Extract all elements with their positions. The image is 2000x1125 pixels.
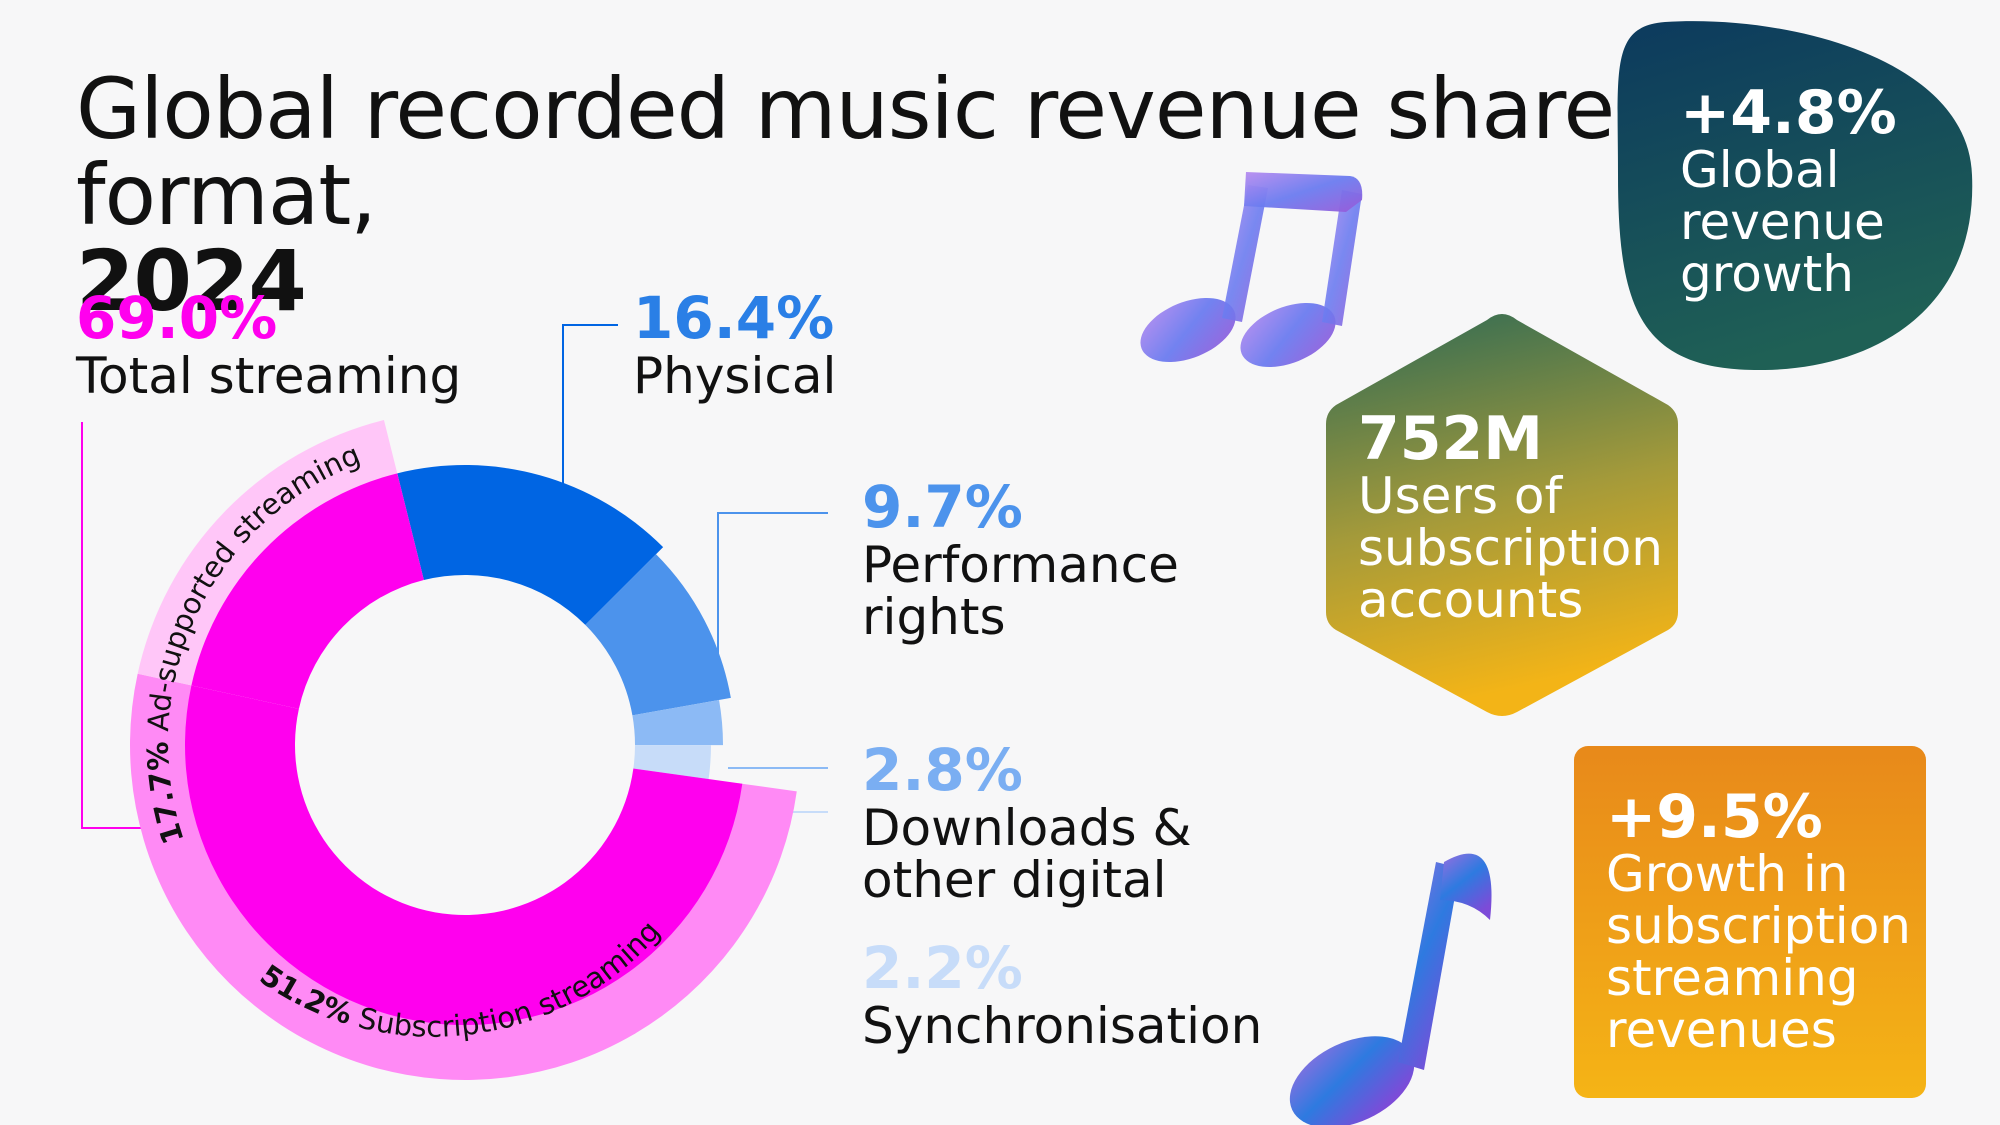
double-music-note-icon (1140, 172, 1363, 368)
label-sync: 2.2% Synchronisation (862, 936, 1262, 1052)
subs-box (1574, 746, 1926, 1098)
downloads-pct: 2.8% (862, 736, 1023, 804)
slice-ad-supported-streaming (191, 473, 424, 709)
subs-line-1: Growth in (1606, 845, 1849, 903)
stat-growth: +4.8% Global revenue growth (1680, 82, 1897, 300)
subs-line-3: streaming (1606, 949, 1859, 1007)
donut-slices (129, 419, 797, 1081)
downloads-name-2: other digital (862, 851, 1167, 909)
subs-value: +9.5% (1606, 782, 1823, 852)
stat-users: 752M Users of subscription accounts (1358, 408, 1663, 626)
growth-line-2: revenue (1680, 193, 1885, 251)
slice-band-subscription-streaming (129, 673, 797, 1081)
label-performance: 9.7% Performance rights (862, 475, 1179, 643)
stat-subs: +9.5% Growth in subscription streaming r… (1606, 786, 1911, 1056)
slice-subscription-streaming (184, 685, 743, 1026)
users-hexagon (1326, 314, 1678, 716)
subs-line-2: subscription (1606, 897, 1911, 955)
performance-name-2: rights (862, 588, 1006, 646)
sync-name: Synchronisation (862, 997, 1263, 1055)
slice-physical (397, 465, 664, 625)
slice-band-ad-supported-streaming (137, 419, 399, 687)
label-streaming: 69.0% Total streaming (76, 286, 461, 402)
users-line-1: Users of (1358, 467, 1563, 525)
slice-performance-rights (585, 554, 731, 716)
growth-line-1: Global (1680, 141, 1840, 199)
slice-synchronisation (633, 745, 711, 780)
physical-name: Physical (633, 347, 837, 405)
users-value: 752M (1358, 404, 1543, 474)
label-downloads: 2.8% Downloads & other digital (862, 738, 1191, 906)
performance-name-1: Performance (862, 536, 1179, 594)
page-title: Global recorded music revenue share by f… (76, 66, 2000, 324)
sync-pct: 2.2% (862, 934, 1023, 1002)
users-line-3: accounts (1358, 571, 1584, 629)
performance-pct: 9.7% (862, 473, 1023, 541)
single-music-note-icon (1289, 853, 1492, 1125)
growth-blob (1617, 21, 1973, 371)
growth-line-3: growth (1680, 245, 1854, 303)
physical-pct: 16.4% (633, 284, 835, 352)
label-physical: 16.4% Physical (633, 286, 836, 402)
streaming-name: Total streaming (76, 347, 462, 405)
growth-value: +4.8% (1680, 78, 1897, 148)
leader-physical (562, 324, 618, 500)
streaming-pct: 69.0% (76, 284, 278, 352)
title-text: Global recorded music revenue share by f… (76, 60, 1742, 244)
leader-streaming (81, 422, 162, 829)
users-line-2: subscription (1358, 519, 1663, 577)
slice-downloads-other-digital (632, 700, 724, 746)
subs-line-4: revenues (1606, 1001, 1837, 1059)
leader-performance (717, 512, 828, 668)
downloads-name-1: Downloads & (862, 799, 1192, 857)
title-year: 2024 (76, 232, 307, 330)
